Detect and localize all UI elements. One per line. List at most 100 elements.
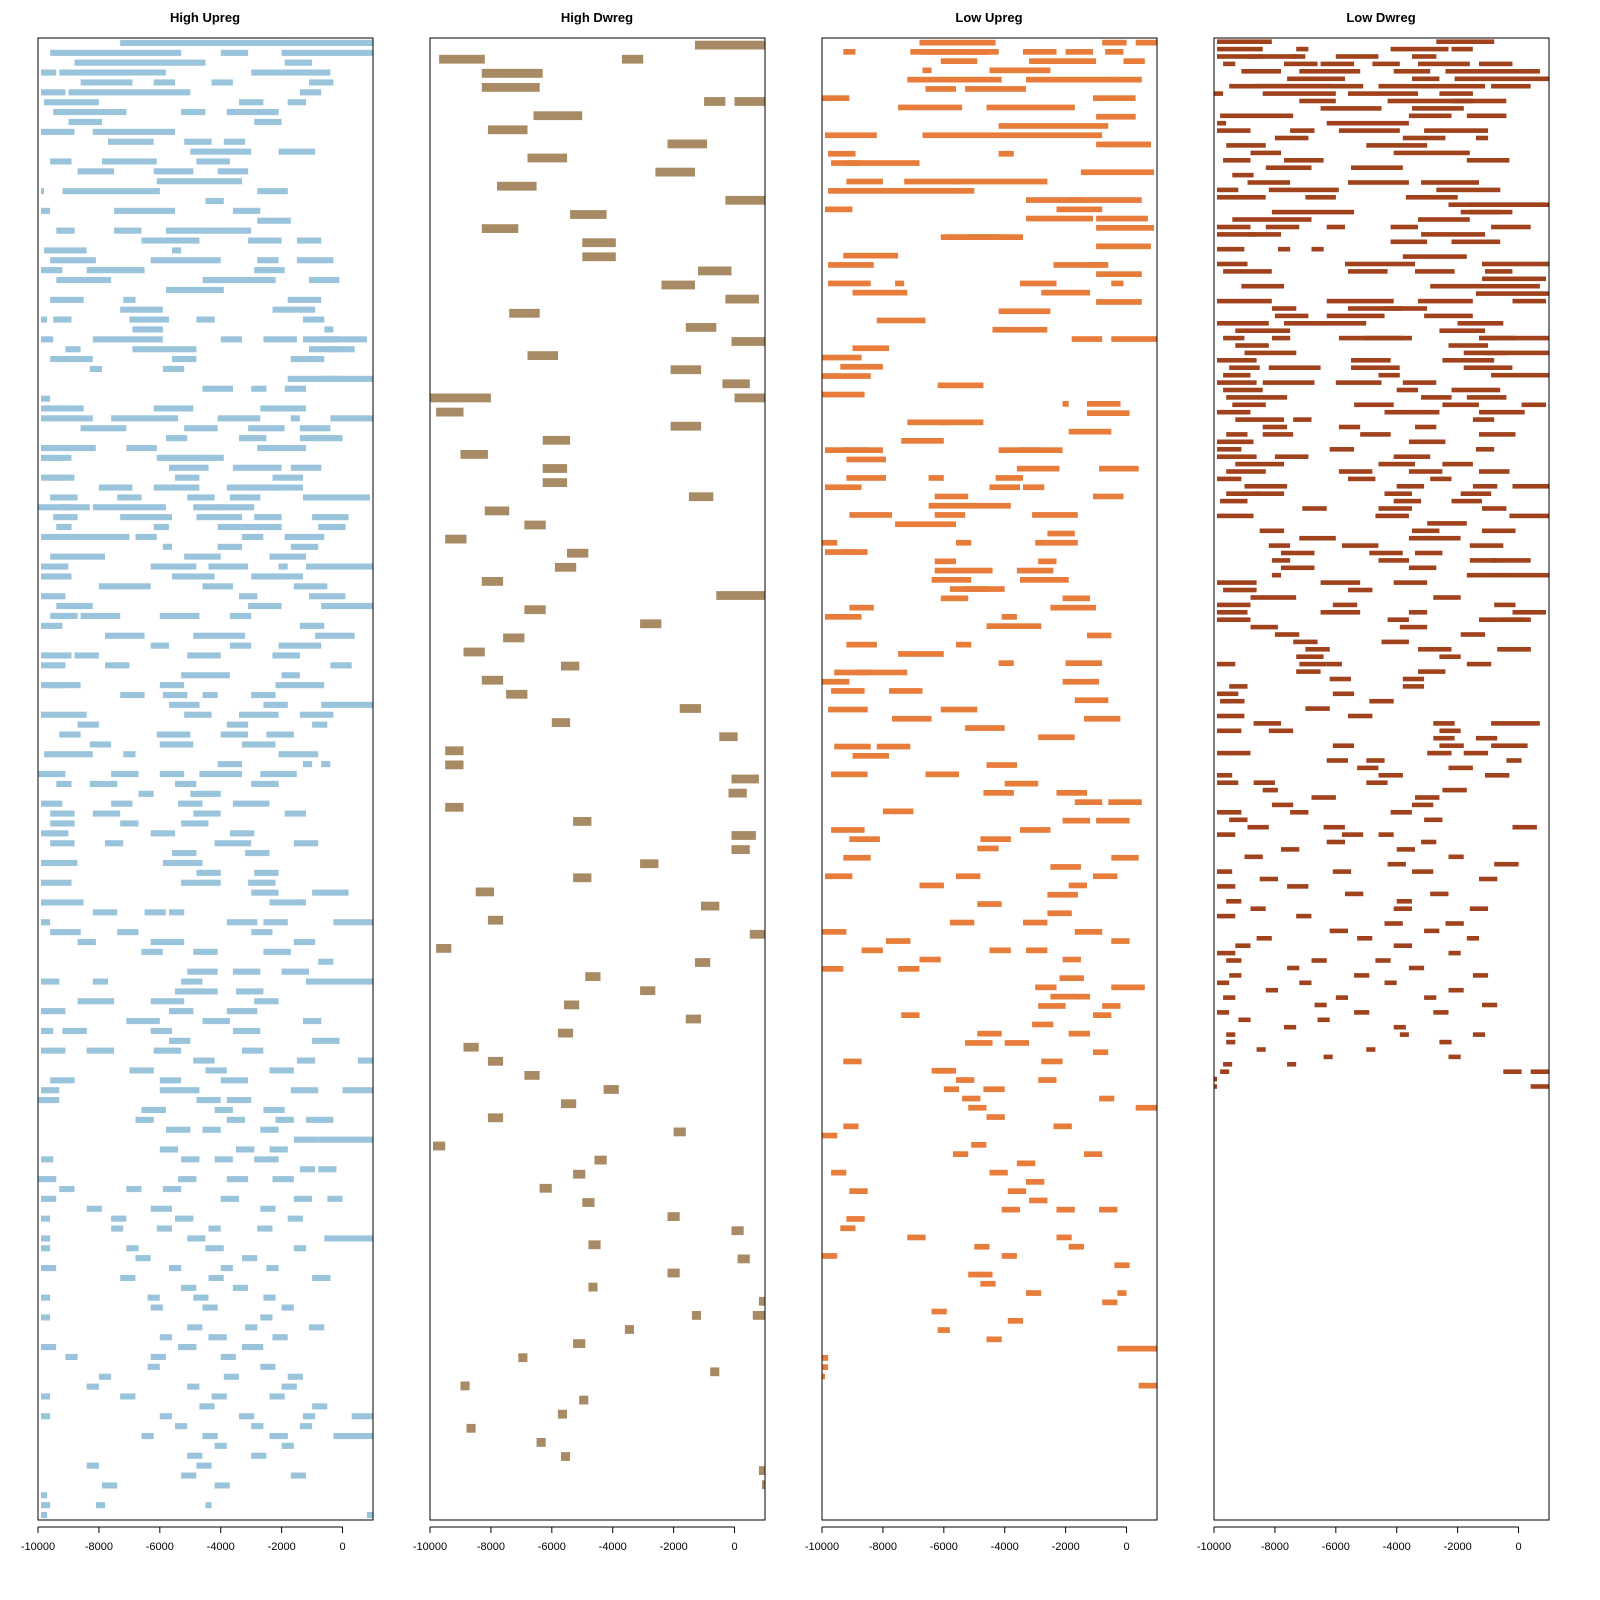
bar <box>1320 610 1361 615</box>
bar <box>673 1127 686 1137</box>
bar <box>120 820 139 827</box>
plot-frame <box>821 37 1158 1521</box>
bar <box>977 1271 993 1278</box>
bar <box>1335 995 1348 1000</box>
bar <box>290 415 300 422</box>
bar <box>731 831 756 840</box>
bar <box>722 379 750 389</box>
bar <box>1284 1024 1297 1030</box>
bar <box>275 1116 294 1123</box>
bar <box>1226 1032 1236 1037</box>
bar <box>1436 39 1495 44</box>
bar <box>1472 973 1489 978</box>
bar <box>1223 1062 1233 1067</box>
bar <box>1274 135 1309 141</box>
bar <box>998 308 1051 315</box>
bar <box>162 1186 182 1193</box>
bar <box>843 49 856 55</box>
bar <box>272 652 300 659</box>
bar <box>65 1353 78 1360</box>
bar <box>1451 239 1501 245</box>
bar <box>263 948 291 955</box>
bar <box>293 1195 313 1202</box>
bar <box>135 1116 154 1123</box>
bar <box>1287 1062 1297 1067</box>
bar <box>181 879 221 886</box>
bar <box>330 662 352 669</box>
bar <box>65 346 81 353</box>
panel-low-upreg: Low Upreg -10000 -8000 -6000 -4000 -2000 0 <box>805 10 1158 1553</box>
bar <box>153 524 169 531</box>
bar <box>1412 528 1440 534</box>
bar <box>1284 158 1324 163</box>
bar <box>1466 572 1507 578</box>
bar <box>41 879 72 886</box>
bar <box>1494 572 1549 578</box>
bar <box>1491 743 1528 748</box>
bar <box>822 1132 838 1139</box>
bar <box>1366 143 1428 148</box>
bar <box>570 210 607 219</box>
bar <box>169 464 209 471</box>
bar <box>554 562 577 572</box>
bar <box>41 1265 57 1272</box>
bar <box>1512 824 1537 830</box>
bar <box>41 899 84 906</box>
bar <box>1482 528 1516 534</box>
bar <box>986 1336 1002 1343</box>
bar <box>670 365 702 375</box>
bar <box>269 1146 288 1153</box>
bar <box>1096 225 1154 231</box>
bar <box>1062 595 1090 602</box>
bar <box>53 514 78 521</box>
bar <box>92 978 108 985</box>
bar <box>487 1056 504 1066</box>
bar <box>1041 1058 1063 1065</box>
bar <box>1381 639 1409 645</box>
bar <box>1479 409 1525 415</box>
bar <box>1004 780 1039 787</box>
bar <box>1217 869 1233 874</box>
bar <box>1217 773 1233 778</box>
bar <box>1235 417 1284 422</box>
bar <box>1287 965 1300 971</box>
bar <box>953 178 1048 185</box>
bar <box>667 1212 680 1221</box>
bar <box>1530 1069 1549 1074</box>
bar <box>582 238 616 248</box>
bar <box>1047 891 1078 898</box>
bar <box>296 1057 316 1064</box>
bar <box>1229 365 1260 370</box>
bar <box>162 859 203 866</box>
bar <box>1390 46 1449 52</box>
bar <box>281 1383 297 1390</box>
bar <box>102 1482 118 1489</box>
bar <box>1341 832 1364 837</box>
bar <box>41 593 66 600</box>
bar <box>1320 580 1361 585</box>
bar <box>1460 209 1501 215</box>
bar <box>156 178 243 185</box>
bar <box>1402 684 1425 689</box>
bar <box>843 1058 862 1065</box>
bar <box>527 153 568 163</box>
bar <box>1351 165 1403 170</box>
bar <box>190 790 221 797</box>
bar <box>1445 69 1540 74</box>
bar <box>1466 395 1507 400</box>
bar <box>293 1136 319 1143</box>
bar <box>1305 647 1330 652</box>
bar <box>169 909 185 916</box>
bar <box>1393 1024 1406 1030</box>
bar <box>1506 758 1522 763</box>
bar <box>858 669 908 676</box>
bar <box>1071 336 1103 342</box>
bar <box>527 351 558 360</box>
x-tick-label: 0 <box>1123 1541 1129 1553</box>
bar <box>1415 269 1455 274</box>
bar <box>1326 661 1342 667</box>
bar <box>1360 432 1391 437</box>
bar <box>254 869 279 876</box>
bar <box>92 128 175 135</box>
bar <box>251 692 276 699</box>
